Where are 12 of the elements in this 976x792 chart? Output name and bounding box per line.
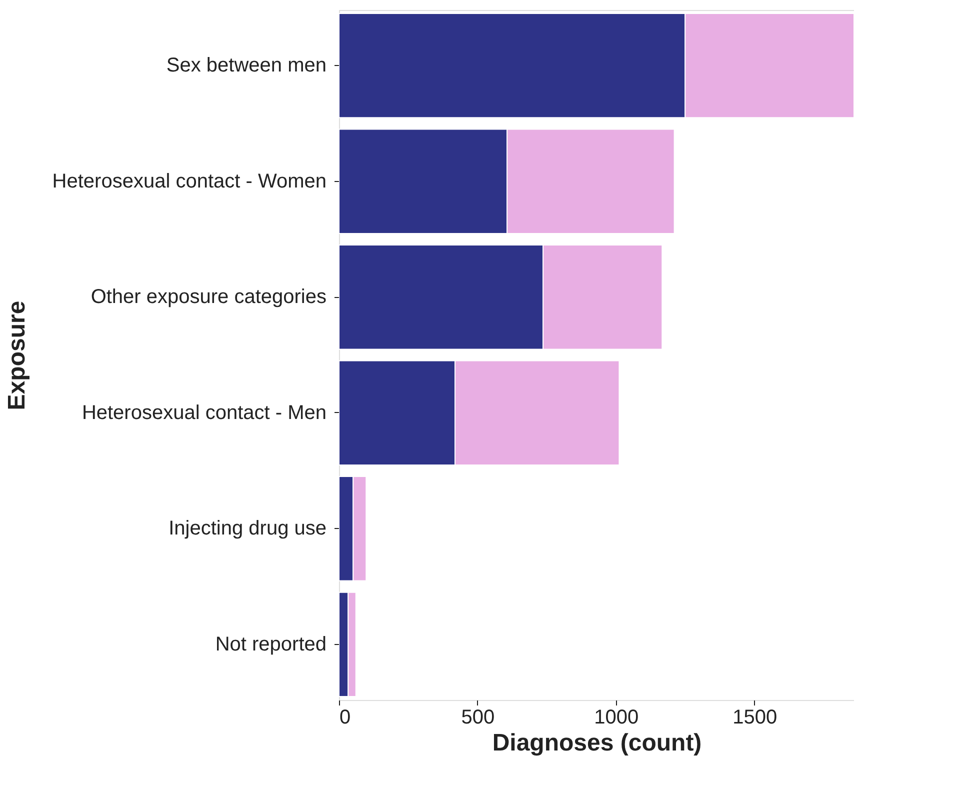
y-tick-label: Sex between men	[166, 54, 326, 77]
x-tick-label: 500	[461, 706, 495, 728]
x-axis-title: Diagnoses (count)	[492, 730, 702, 756]
y-tick-label: Not reported	[215, 633, 326, 656]
x-tick-label: 0	[340, 706, 351, 728]
y-tick-label: Injecting drug use	[168, 518, 326, 540]
y-tick-label: Other exposure categories	[90, 286, 326, 308]
y-tick-label: Heterosexual contact - Women	[52, 170, 326, 192]
x-tick-label: 1500	[732, 706, 778, 728]
x-tick-label: 1000	[594, 706, 639, 728]
y-tick-label: Heterosexual contact - Men	[82, 402, 326, 424]
y-axis-title: Exposure	[4, 300, 30, 410]
